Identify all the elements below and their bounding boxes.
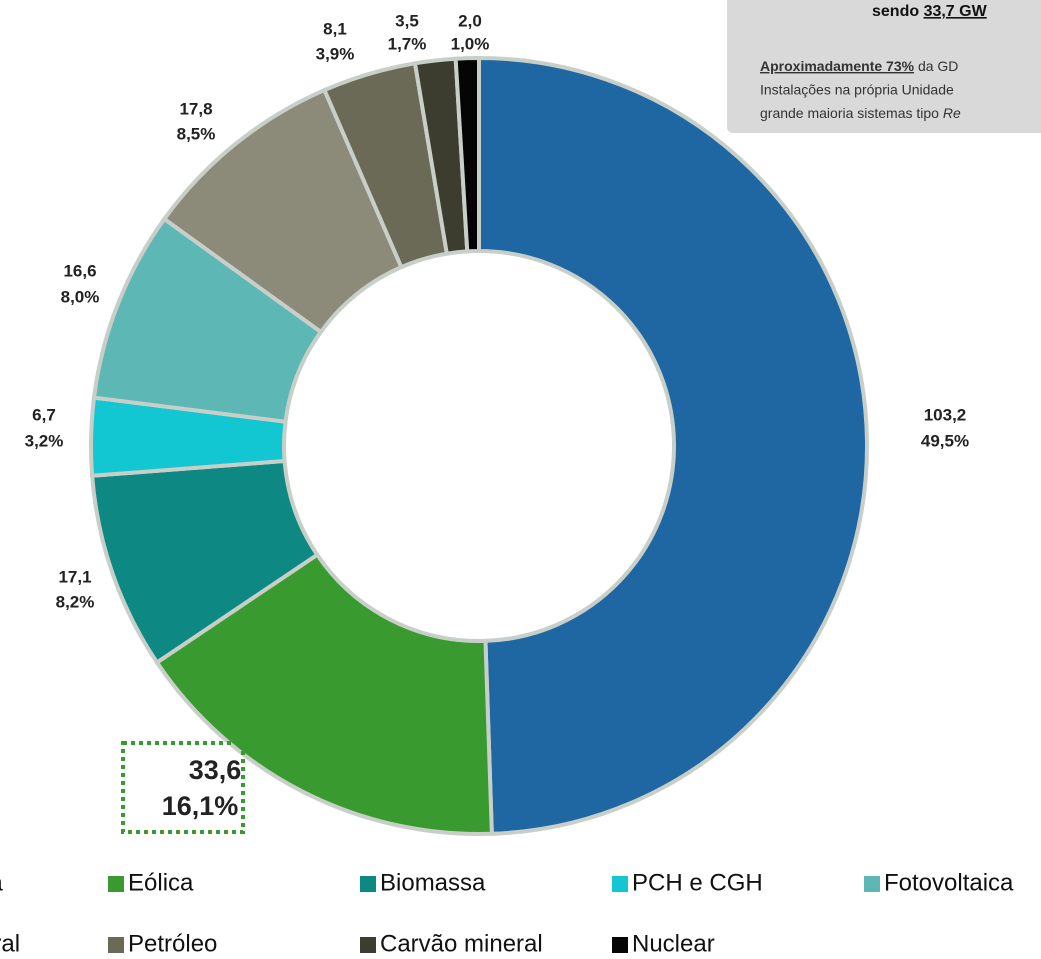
- note-box: [727, 0, 1041, 133]
- legend-swatch: [612, 876, 628, 892]
- value-label: 17,8: [179, 99, 212, 118]
- percent-label: 16,1%: [162, 791, 239, 821]
- note-text: sendo: [872, 3, 924, 20]
- slice: [477, 55, 869, 836]
- value-label: 16,6: [63, 261, 96, 280]
- legend-swatch: [360, 876, 376, 892]
- note-text: Aproximadamente 73%: [760, 58, 915, 74]
- note-text: da GD: [914, 58, 958, 74]
- legend-swatch: [108, 876, 124, 892]
- legend-swatch: [108, 937, 124, 953]
- percent-label: 49,5%: [921, 431, 969, 450]
- value-label: 2,0: [458, 11, 482, 30]
- note-line: sendo 33,7 GW: [872, 3, 988, 20]
- slices: [89, 55, 869, 836]
- legend-label: Petróleo: [128, 930, 217, 957]
- legend-label: Fotovoltaica: [884, 869, 1014, 896]
- value-label: 3,5: [395, 11, 419, 30]
- percent-label: 8,5%: [177, 124, 216, 143]
- percent-label: 8,0%: [61, 287, 100, 306]
- percent-label: 1,7%: [388, 34, 427, 53]
- legend-swatch: [864, 876, 880, 892]
- legend-label: Nuclear: [632, 930, 715, 957]
- percent-label: 3,9%: [316, 44, 355, 63]
- legend-label: Biomassa: [380, 869, 486, 896]
- percent-label: 8,2%: [56, 592, 95, 611]
- note-text: grande maioria sistemas tipo: [760, 105, 943, 121]
- slice: [453, 55, 481, 254]
- legend-label: Carvão mineral: [380, 930, 543, 957]
- note-text: Instalações na própria Unidade: [760, 82, 954, 98]
- legend-label: PCH e CGH: [632, 869, 763, 896]
- legend-label: Gás natural: [0, 930, 20, 957]
- legend: Hidráulica Eólica Biomassa PCH e CGH Fotovol…: [0, 869, 1014, 957]
- highlight-box: [121, 741, 245, 834]
- value-label: 17,1: [58, 567, 91, 586]
- legend-label: Hidráulica: [0, 869, 3, 896]
- value-label: 8,1: [323, 19, 347, 38]
- slice: [154, 552, 494, 836]
- value-label: 33,6: [189, 755, 242, 785]
- percent-label: 3,2%: [25, 431, 64, 450]
- labels: 103,2 49,5% 33,6 16,1% 17,1 8,2% 6,7 3,2% 16,6 8,…: [25, 11, 969, 834]
- note-text: 33,7 GW: [924, 3, 988, 20]
- percent-label: 1,0%: [451, 34, 490, 53]
- note-line: grande maioria sistemas tipo Re: [760, 105, 961, 121]
- note-text: Re: [943, 105, 961, 121]
- legend-label: Eólica: [128, 869, 194, 896]
- note-line: Aproximadamente 73% da GD: [760, 58, 958, 74]
- legend-swatch: [612, 937, 628, 953]
- legend-swatch: [360, 937, 376, 953]
- value-label: 103,2: [924, 405, 967, 424]
- value-label: 6,7: [32, 405, 56, 424]
